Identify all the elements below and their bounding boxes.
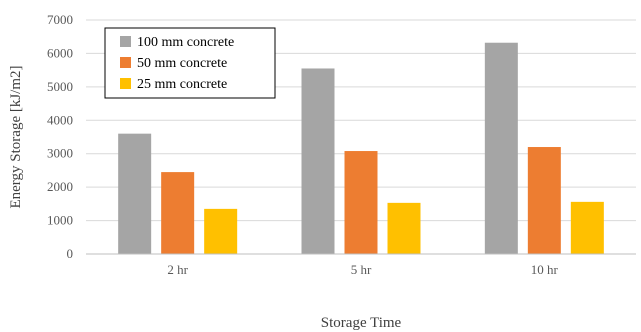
bar-100-mm-concrete-5-hr [301,68,335,254]
legend-label-25mm: 25 mm concrete [137,77,227,92]
bar-25-mm-concrete-5-hr [387,202,421,254]
bar-50-mm-concrete-10-hr [527,147,561,254]
legend-label-50mm: 50 mm concrete [137,56,227,71]
y-tick-labels: 0 1000 2000 3000 4000 5000 6000 7000 [47,12,73,261]
y-tick-label: 2000 [47,179,73,194]
x-tick-label: 2 hr [167,262,188,277]
legend-swatch-100mm [120,36,131,47]
x-tick-label: 10 hr [531,262,559,277]
y-tick-label: 3000 [47,146,73,161]
bar-25-mm-concrete-10-hr [570,201,604,254]
bar-50-mm-concrete-2-hr [161,172,195,254]
bar-50-mm-concrete-5-hr [344,151,378,254]
legend-box [104,27,276,99]
legend-label-100mm: 100 mm concrete [137,35,234,50]
legend: 100 mm concrete 50 mm concrete 25 mm con… [104,27,276,99]
bar-25-mm-concrete-2-hr [204,208,238,254]
x-tick-labels: 2 hr 5 hr 10 hr [167,262,558,277]
y-tick-label: 6000 [47,45,73,60]
bars [118,42,604,254]
bar-100-mm-concrete-10-hr [484,42,518,254]
y-tick-label: 5000 [47,79,73,94]
y-tick-label: 7000 [47,12,73,27]
y-tick-label: 4000 [47,112,73,127]
x-axis-title: Storage Time [321,315,402,331]
y-tick-label: 1000 [47,213,73,228]
legend-swatch-50mm [120,57,131,68]
y-tick-label: 0 [67,246,74,261]
legend-swatch-25mm [120,78,131,89]
x-tick-label: 5 hr [351,262,372,277]
y-axis-title: Energy Storage [kJ/m2] [8,65,24,208]
bar-100-mm-concrete-2-hr [118,133,152,254]
